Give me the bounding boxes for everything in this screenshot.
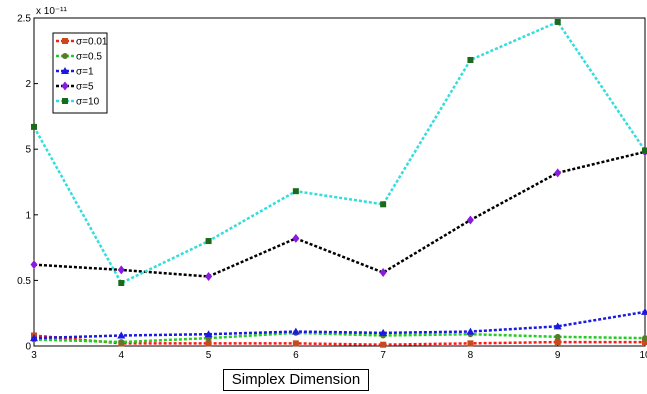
y-tick-label: 0.5 — [17, 276, 31, 287]
x-tick-label: 9 — [555, 350, 561, 361]
data-point — [205, 238, 212, 245]
data-point — [30, 260, 38, 270]
data-point — [642, 339, 647, 346]
data-point — [554, 339, 561, 346]
series-4 — [31, 18, 647, 287]
data-point — [379, 328, 388, 336]
legend-swatch-marker — [62, 98, 68, 104]
y-tick-label: 5 — [25, 145, 31, 156]
x-tick-label: 4 — [119, 350, 125, 361]
legend-swatch-marker — [62, 53, 68, 59]
x-tick-label: 3 — [31, 350, 37, 361]
x-tick-label: 8 — [468, 350, 474, 361]
x-tick-label: 6 — [293, 350, 299, 361]
data-point — [117, 331, 126, 339]
series-2 — [30, 307, 647, 342]
y-tick-label: 1 — [25, 210, 31, 221]
data-point — [118, 339, 125, 346]
y-axis: 0 0.5 1 5 2 2.5 — [17, 14, 38, 353]
data-point — [467, 56, 474, 63]
x-axis-label: Simplex Dimension — [223, 369, 369, 391]
data-point — [641, 307, 647, 315]
x-tick-label: 10 — [639, 350, 647, 361]
y-exponent-label: x 10⁻¹¹ — [36, 6, 68, 17]
legend-swatch-marker — [62, 38, 68, 44]
legend-label: σ=0.01 — [76, 37, 108, 48]
x-tick-label: 5 — [206, 350, 212, 361]
data-point — [554, 168, 562, 178]
legend-label: σ=10 — [76, 97, 100, 108]
y-tick-label: 2 — [25, 79, 31, 90]
data-point — [467, 340, 474, 347]
series-line — [32, 20, 647, 285]
data-point — [204, 330, 213, 338]
y-tick-label: 0 — [25, 342, 31, 353]
data-point — [554, 18, 561, 25]
series-line — [33, 334, 645, 346]
series-group — [30, 18, 647, 348]
data-point — [642, 147, 647, 154]
series-3 — [30, 147, 647, 281]
data-point — [205, 340, 212, 347]
plot-area — [33, 17, 646, 347]
data-point — [292, 188, 299, 195]
data-point — [118, 280, 125, 287]
series-line — [33, 150, 646, 278]
data-point — [30, 334, 38, 342]
legend: σ=0.01 σ=0.5 σ=1 σ=5 σ=10 — [52, 32, 108, 114]
data-point — [31, 123, 37, 130]
y-tick-label: 2.5 — [17, 14, 31, 25]
data-point — [642, 335, 647, 342]
data-point — [291, 327, 300, 335]
data-point — [117, 265, 125, 275]
data-point — [292, 340, 299, 347]
data-point — [553, 322, 562, 330]
data-point — [554, 333, 561, 340]
data-point — [466, 327, 475, 335]
legend-swatch-marker — [61, 67, 69, 74]
x-tick-label: 7 — [380, 350, 386, 361]
data-point — [205, 271, 213, 281]
legend-label: σ=1 — [76, 67, 94, 78]
legend-swatch-marker — [61, 81, 69, 91]
data-point — [380, 341, 387, 348]
data-point — [379, 268, 387, 278]
data-point — [292, 233, 300, 243]
series-line — [33, 310, 646, 340]
legend-label: σ=0.5 — [76, 52, 102, 63]
data-point — [466, 215, 474, 225]
series-line — [33, 331, 646, 344]
legend-label: σ=5 — [76, 82, 94, 93]
data-point — [380, 201, 387, 208]
